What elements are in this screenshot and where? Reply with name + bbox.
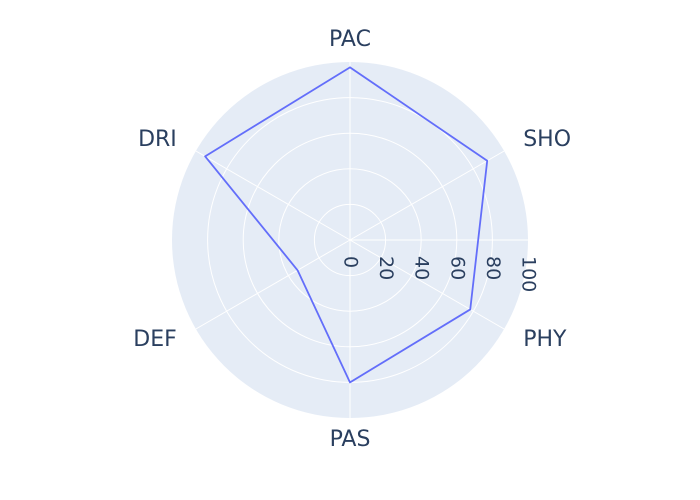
category-label-phy: PHY <box>523 327 567 352</box>
radial-tick-60: 60 <box>446 256 468 280</box>
radial-tick-labels: 0 20 40 60 80 100 <box>340 256 540 292</box>
series-line <box>204 66 489 384</box>
radial-tick-100: 100 <box>518 256 540 292</box>
radial-tick-40: 40 <box>411 256 433 280</box>
category-label-pas: PAS <box>330 427 371 452</box>
radial-tick-20: 20 <box>375 256 397 280</box>
radial-tick-80: 80 <box>482 256 504 280</box>
spoke-dri <box>195 150 351 241</box>
spoke-phy <box>349 239 505 330</box>
spoke-def <box>195 239 351 330</box>
category-label-sho: SHO <box>523 127 571 152</box>
angular-grid <box>195 62 528 418</box>
category-label-dri: DRI <box>138 127 177 152</box>
radial-tick-0: 0 <box>340 256 362 268</box>
category-labels: PAC SHO PHY PAS DEF DRI <box>133 27 571 452</box>
spoke-sho <box>349 150 505 241</box>
category-label-def: DEF <box>133 327 177 352</box>
category-label-pac: PAC <box>329 27 371 52</box>
